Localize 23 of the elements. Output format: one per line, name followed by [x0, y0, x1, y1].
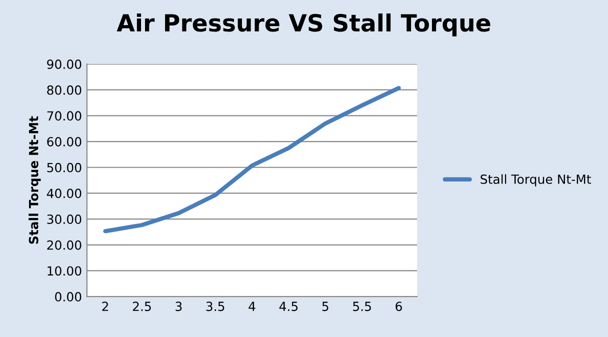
y-tick-label: 60.00	[47, 137, 82, 146]
y-tick-label: 40.00	[46, 188, 82, 198]
y-axis-title: Stall Torque Nt-Mt	[28, 116, 41, 244]
x-tick-label: 4.5	[279, 302, 298, 312]
x-tick-label: 3	[176, 302, 182, 312]
x-tick-label: 2.5	[132, 302, 151, 312]
x-tick-label: 2	[102, 302, 108, 311]
x-tick-label: 3.5	[206, 302, 224, 312]
y-tick-label: 50.00	[47, 162, 82, 172]
y-tick-label: 10.00	[48, 266, 82, 276]
x-tick-label: 6	[396, 302, 402, 312]
chart-title: Air Pressure VS Stall Torque	[116, 13, 490, 36]
x-tick-label: 5.5	[353, 302, 371, 312]
y-tick-label: 70.00	[47, 111, 82, 121]
y-tick-label: 20.00	[47, 240, 82, 250]
y-tick-label: 0.00	[55, 292, 82, 302]
y-tick-label: 90.00	[47, 60, 82, 69]
line-series	[103, 86, 401, 234]
y-tick-label: 30.00	[47, 214, 82, 224]
x-tick-label: 5	[322, 302, 328, 312]
x-tick-label: 4	[248, 302, 256, 311]
y-tick-label: 80.00	[47, 85, 82, 95]
legend-label: Stall Torque Nt-Mt	[480, 174, 592, 186]
